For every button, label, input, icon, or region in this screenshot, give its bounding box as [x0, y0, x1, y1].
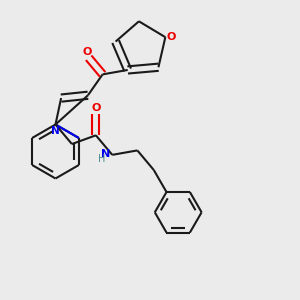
- Text: H: H: [98, 154, 105, 164]
- Text: N: N: [101, 149, 110, 159]
- Text: O: O: [82, 47, 92, 57]
- Text: O: O: [92, 103, 101, 113]
- Text: N: N: [51, 126, 60, 136]
- Text: O: O: [166, 32, 176, 42]
